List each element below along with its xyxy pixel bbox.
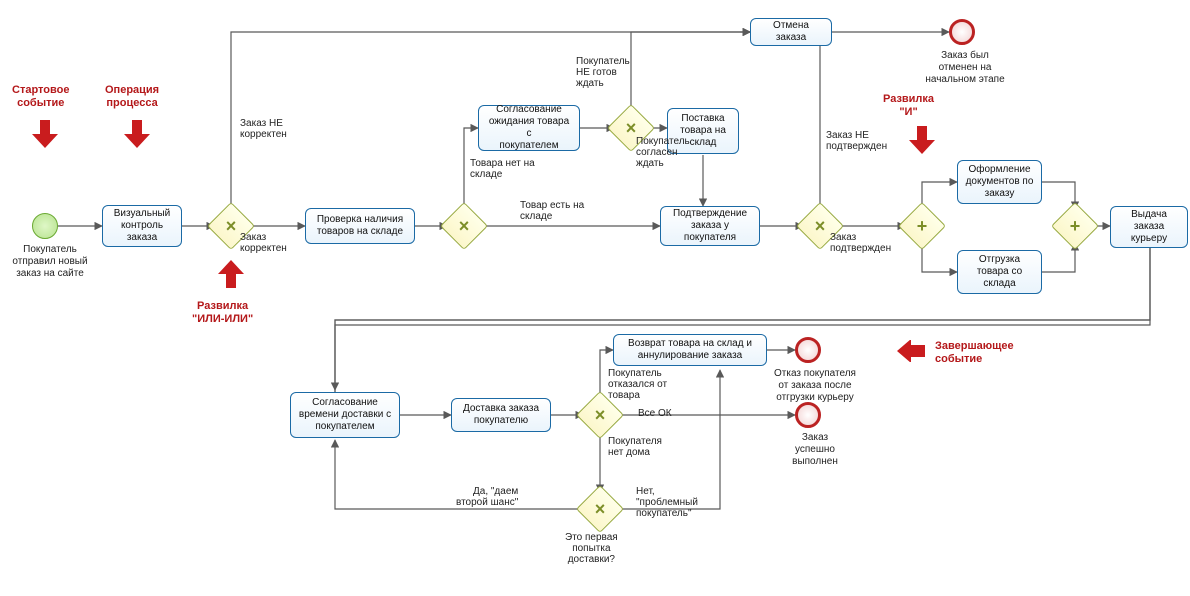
red-arrow-op: [122, 120, 152, 150]
task-issue[interactable]: Выдача заказакурьеру: [1110, 206, 1188, 248]
callout-start: Стартовоесобытие: [12, 84, 69, 110]
end-event-refuse[interactable]: [795, 337, 821, 363]
red-arrow-start: [30, 120, 60, 150]
lbl-correct: Заказкорректен: [240, 232, 287, 254]
gateway-xor-6[interactable]: ×: [583, 492, 617, 526]
lbl-conf: Заказподтвержден: [830, 232, 891, 254]
task-agree-time[interactable]: Согласованиевремени доставки спокупателе…: [290, 392, 400, 438]
end-ok-label: Заказуспешновыполнен: [775, 432, 855, 468]
lbl-allok: Все ОК: [638, 408, 672, 419]
end-event-cancel[interactable]: [949, 19, 975, 45]
bpmn-canvas: { "callouts": { "start": "Стартовое\nсоб…: [0, 0, 1190, 596]
task-cancel[interactable]: Отмена заказа: [750, 18, 832, 46]
red-arrow-xor: [216, 258, 246, 288]
lbl-nostock: Товара нет наскладе: [470, 158, 535, 180]
red-arrow-and: [907, 126, 937, 156]
start-event-label: Покупательотправил новыйзаказ на сайте: [10, 244, 90, 280]
lbl-ready: Покупательсогласенждать: [636, 136, 690, 169]
task-ship[interactable]: Отгрузкатовара сосклада: [957, 250, 1042, 294]
end-event-ok[interactable]: [795, 402, 821, 428]
lbl-yes2nd: Да, "даемвторой шанс": [456, 486, 518, 508]
callout-and: Развилка"И": [883, 93, 934, 119]
lbl-notconf: Заказ НЕподтвержден: [826, 130, 887, 152]
lbl-nohome: Покупателянет дома: [608, 436, 662, 458]
red-arrow-end: [895, 340, 925, 362]
gateway-and-split[interactable]: +: [905, 209, 939, 243]
start-event[interactable]: [32, 213, 58, 239]
task-agree-wait[interactable]: Согласованиеожидания товара спокупателем: [478, 105, 580, 151]
task-return[interactable]: Возврат товара на склад ианнулирование з…: [613, 334, 767, 366]
lbl-firstq: Это перваяпопыткадоставки?: [565, 532, 618, 565]
gateway-xor-5[interactable]: ×: [583, 398, 617, 432]
lbl-refused: Покупательотказался оттовара: [608, 368, 667, 401]
lbl-incorrect: Заказ НЕкорректен: [240, 118, 287, 140]
lbl-notready: ПокупательНЕ готовждать: [576, 56, 630, 89]
gateway-and-join[interactable]: +: [1058, 209, 1092, 243]
task-visual-control[interactable]: Визуальныйконтрользаказа: [102, 205, 182, 247]
gateway-xor-2[interactable]: ×: [447, 209, 481, 243]
end-refuse-label: Отказ покупателяот заказа послеотгрузки …: [765, 368, 865, 404]
callout-xor: Развилка"ИЛИ-ИЛИ": [192, 300, 253, 326]
task-check-stock[interactable]: Проверка наличиятоваров на складе: [305, 208, 415, 244]
end-cancel-label: Заказ былотменен наначальном этапе: [920, 50, 1010, 86]
callout-op: Операцияпроцесса: [105, 84, 159, 110]
task-confirm[interactable]: Подтверждениезаказа у покупателя: [660, 206, 760, 246]
lbl-instock: Товар есть наскладе: [520, 200, 584, 222]
callout-end: Завершающеесобытие: [935, 340, 1014, 366]
task-docs[interactable]: Оформлениедокументов позаказу: [957, 160, 1042, 204]
task-deliver[interactable]: Доставка заказапокупателю: [451, 398, 551, 432]
lbl-problem: Нет,"проблемныйпокупатель": [636, 486, 698, 519]
